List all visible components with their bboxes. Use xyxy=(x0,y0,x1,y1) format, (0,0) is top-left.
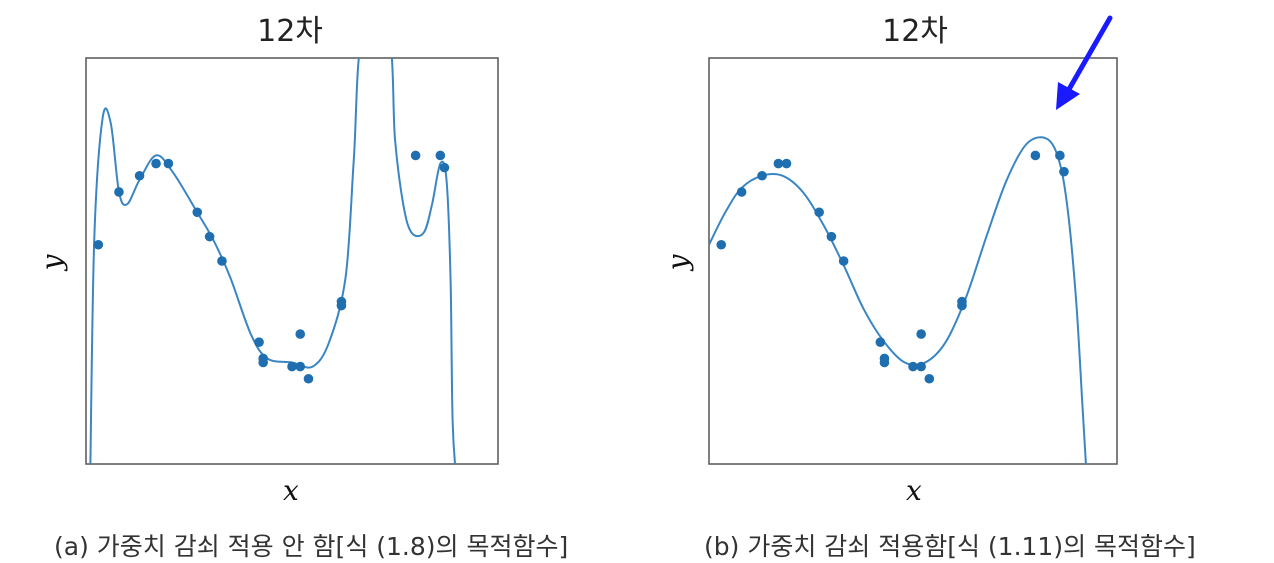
data-point-b-6 xyxy=(826,231,837,242)
arrow-shaft xyxy=(1061,15,1113,101)
data-point-b-1 xyxy=(736,187,747,197)
data-point-b-18 xyxy=(1055,150,1065,161)
caption-b: (b) 가중치 감쇠 적용함[식 (1.11)의 목적함수] xyxy=(704,532,1196,561)
data-point-b-16 xyxy=(957,300,967,311)
data-point-a-2 xyxy=(134,170,145,181)
data-point-a-3 xyxy=(151,158,161,169)
data-point-a-19 xyxy=(439,162,450,173)
data-point-a-7 xyxy=(217,256,227,266)
plot-frame-b xyxy=(708,57,1118,465)
data-point-b-5 xyxy=(814,207,824,218)
arrow-head xyxy=(1056,82,1080,110)
plot-area-a xyxy=(85,57,499,465)
data-point-b-14 xyxy=(924,373,935,384)
data-point-b-11 xyxy=(908,361,918,372)
data-point-a-12 xyxy=(295,361,306,372)
data-point-a-13 xyxy=(295,329,306,339)
plot-frame-a xyxy=(85,57,499,465)
x-axis-label-a: x xyxy=(283,474,299,507)
fit-curve-a xyxy=(89,58,456,464)
data-point-b-19 xyxy=(1059,166,1069,177)
caption-a: (a) 가중치 감쇠 적용 안 함[식 (1.8)의 목적함수] xyxy=(54,532,569,561)
data-point-b-7 xyxy=(838,256,849,266)
data-point-b-0 xyxy=(716,239,727,250)
data-point-a-14 xyxy=(303,373,314,384)
chart-title-b: 12차 xyxy=(882,14,948,49)
data-point-a-16 xyxy=(336,300,347,311)
data-point-a-10 xyxy=(258,357,268,368)
data-point-a-6 xyxy=(204,231,215,242)
data-point-b-2 xyxy=(757,170,767,181)
fit-curve-b xyxy=(709,136,1087,464)
data-point-b-4 xyxy=(781,158,792,169)
data-point-a-0 xyxy=(93,239,104,250)
y-axis-label-b: y xyxy=(661,254,695,271)
data-point-b-8 xyxy=(875,337,886,348)
x-axis-label-b: x xyxy=(906,474,922,507)
data-point-b-13 xyxy=(916,329,926,339)
data-point-b-17 xyxy=(1030,150,1041,161)
data-point-a-18 xyxy=(435,150,446,161)
data-point-a-8 xyxy=(254,337,264,348)
data-point-b-10 xyxy=(879,357,890,368)
data-point-a-4 xyxy=(163,158,174,169)
chart-title-a: 12차 xyxy=(257,14,323,49)
plot-area-b xyxy=(708,15,1118,465)
data-point-a-11 xyxy=(287,361,297,372)
arrow-icon xyxy=(1056,15,1113,110)
data-point-a-17 xyxy=(410,150,421,161)
data-point-a-5 xyxy=(192,207,203,218)
data-point-a-1 xyxy=(114,187,124,197)
data-point-b-12 xyxy=(916,361,926,372)
data-point-b-3 xyxy=(773,158,784,169)
